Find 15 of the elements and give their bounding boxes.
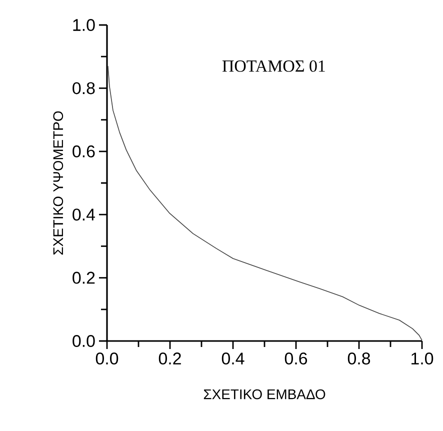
y-axis-title: ΣΧΕΤΙΚΟ ΥΨΟΜΕΤΡΟ: [53, 111, 64, 255]
x-axis-title: ΣΧΕΤΙΚΟ ΕΜΒΑΔΟ: [204, 389, 326, 400]
x-tick-label: 0.4: [222, 352, 244, 365]
x-tick-label: 0.8: [348, 352, 370, 365]
x-tick-label: 0.2: [158, 352, 181, 365]
y-tick-label: 0.4: [72, 208, 95, 221]
y-tick-label: 0.6: [72, 145, 95, 158]
y-tick-label: 0.0: [72, 335, 95, 348]
y-tick-label: 1.0: [73, 19, 95, 31]
x-tick-label: 0.6: [284, 352, 308, 365]
y-tick-label: 0.8: [72, 82, 95, 94]
y-tick-label: 0.2: [72, 272, 95, 284]
x-tick-label: 1.0: [412, 352, 434, 365]
x-tick-label: 0.0: [96, 352, 118, 365]
annotation: ΠΟΤΑΜΟΣ 01: [222, 60, 325, 72]
